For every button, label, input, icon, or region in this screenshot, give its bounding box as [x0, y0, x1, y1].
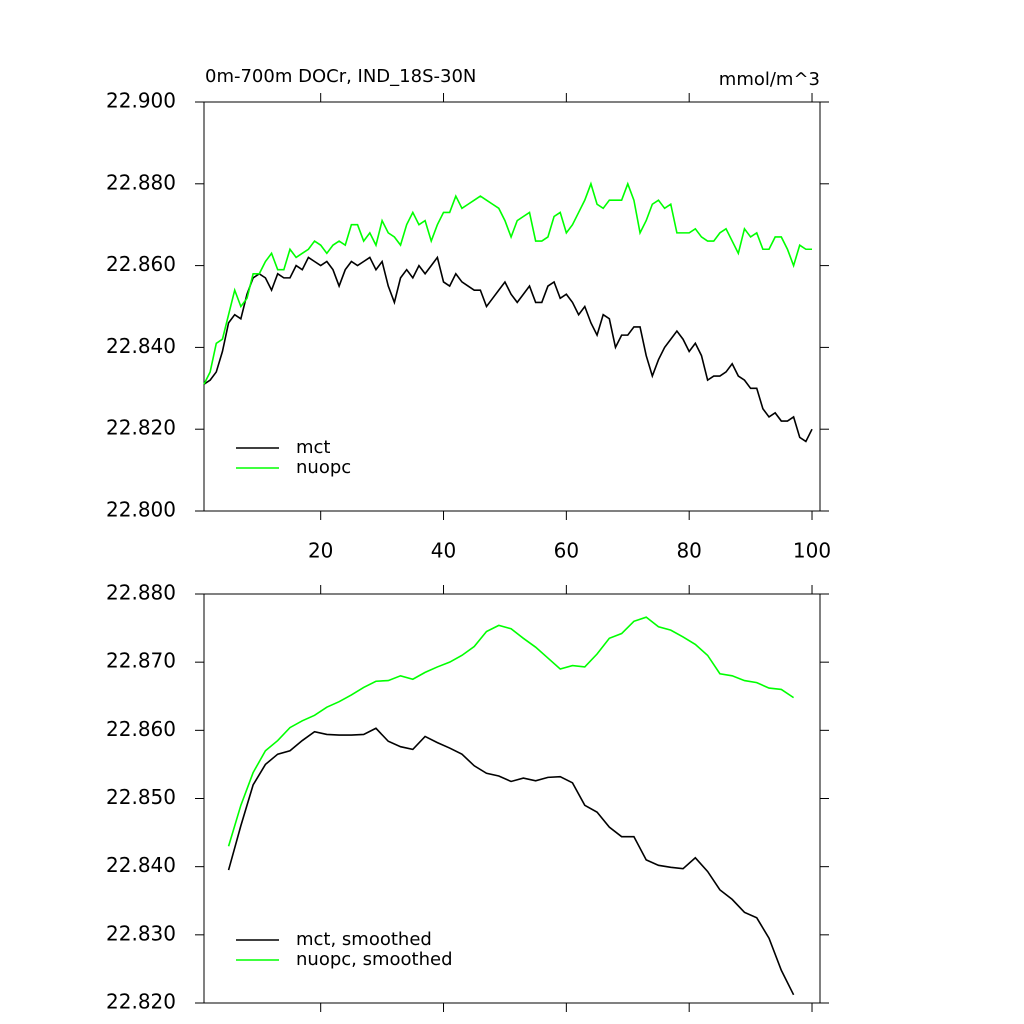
x-tick-label: 40 — [431, 539, 456, 563]
y-tick-label: 22.860 — [106, 252, 176, 276]
y-tick-label: 22.820 — [106, 416, 176, 440]
x-tick-label: 60 — [554, 539, 579, 563]
legend-label: mct, smoothed — [296, 929, 432, 950]
y-tick-label: 22.850 — [106, 785, 176, 809]
series-line — [227, 727, 795, 996]
x-tick-label: 20 — [308, 539, 333, 563]
y-tick-label: 22.900 — [106, 89, 176, 113]
y-tick-label: 22.860 — [106, 717, 176, 741]
units-label: mmol/m^3 — [719, 69, 820, 90]
series-line — [203, 181, 813, 385]
series-line — [203, 255, 813, 443]
x-tick-label: 100 — [793, 539, 831, 563]
plot-frame — [203, 101, 821, 512]
y-tick-label: 22.880 — [106, 170, 176, 194]
y-tick-label: 22.830 — [106, 921, 176, 945]
y-tick-label: 22.840 — [106, 853, 176, 877]
y-tick-label: 22.880 — [106, 581, 176, 605]
series-line — [227, 616, 795, 847]
y-tick-label: 22.800 — [106, 498, 176, 522]
x-tick-label: 80 — [676, 539, 701, 563]
y-tick-label: 22.870 — [106, 649, 176, 673]
legend-label: nuopc — [296, 457, 351, 478]
legend-label: nuopc, smoothed — [296, 949, 453, 970]
legend-label: mct — [296, 437, 331, 458]
y-tick-label: 22.840 — [106, 334, 176, 358]
chart-title: 0m-700m DOCr, IND_18S-30N — [205, 66, 476, 87]
y-tick-label: 22.820 — [106, 990, 176, 1014]
